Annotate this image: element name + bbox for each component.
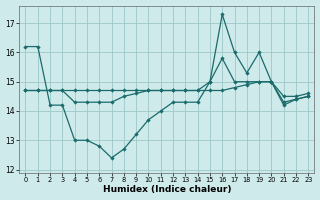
X-axis label: Humidex (Indice chaleur): Humidex (Indice chaleur) bbox=[103, 185, 231, 194]
